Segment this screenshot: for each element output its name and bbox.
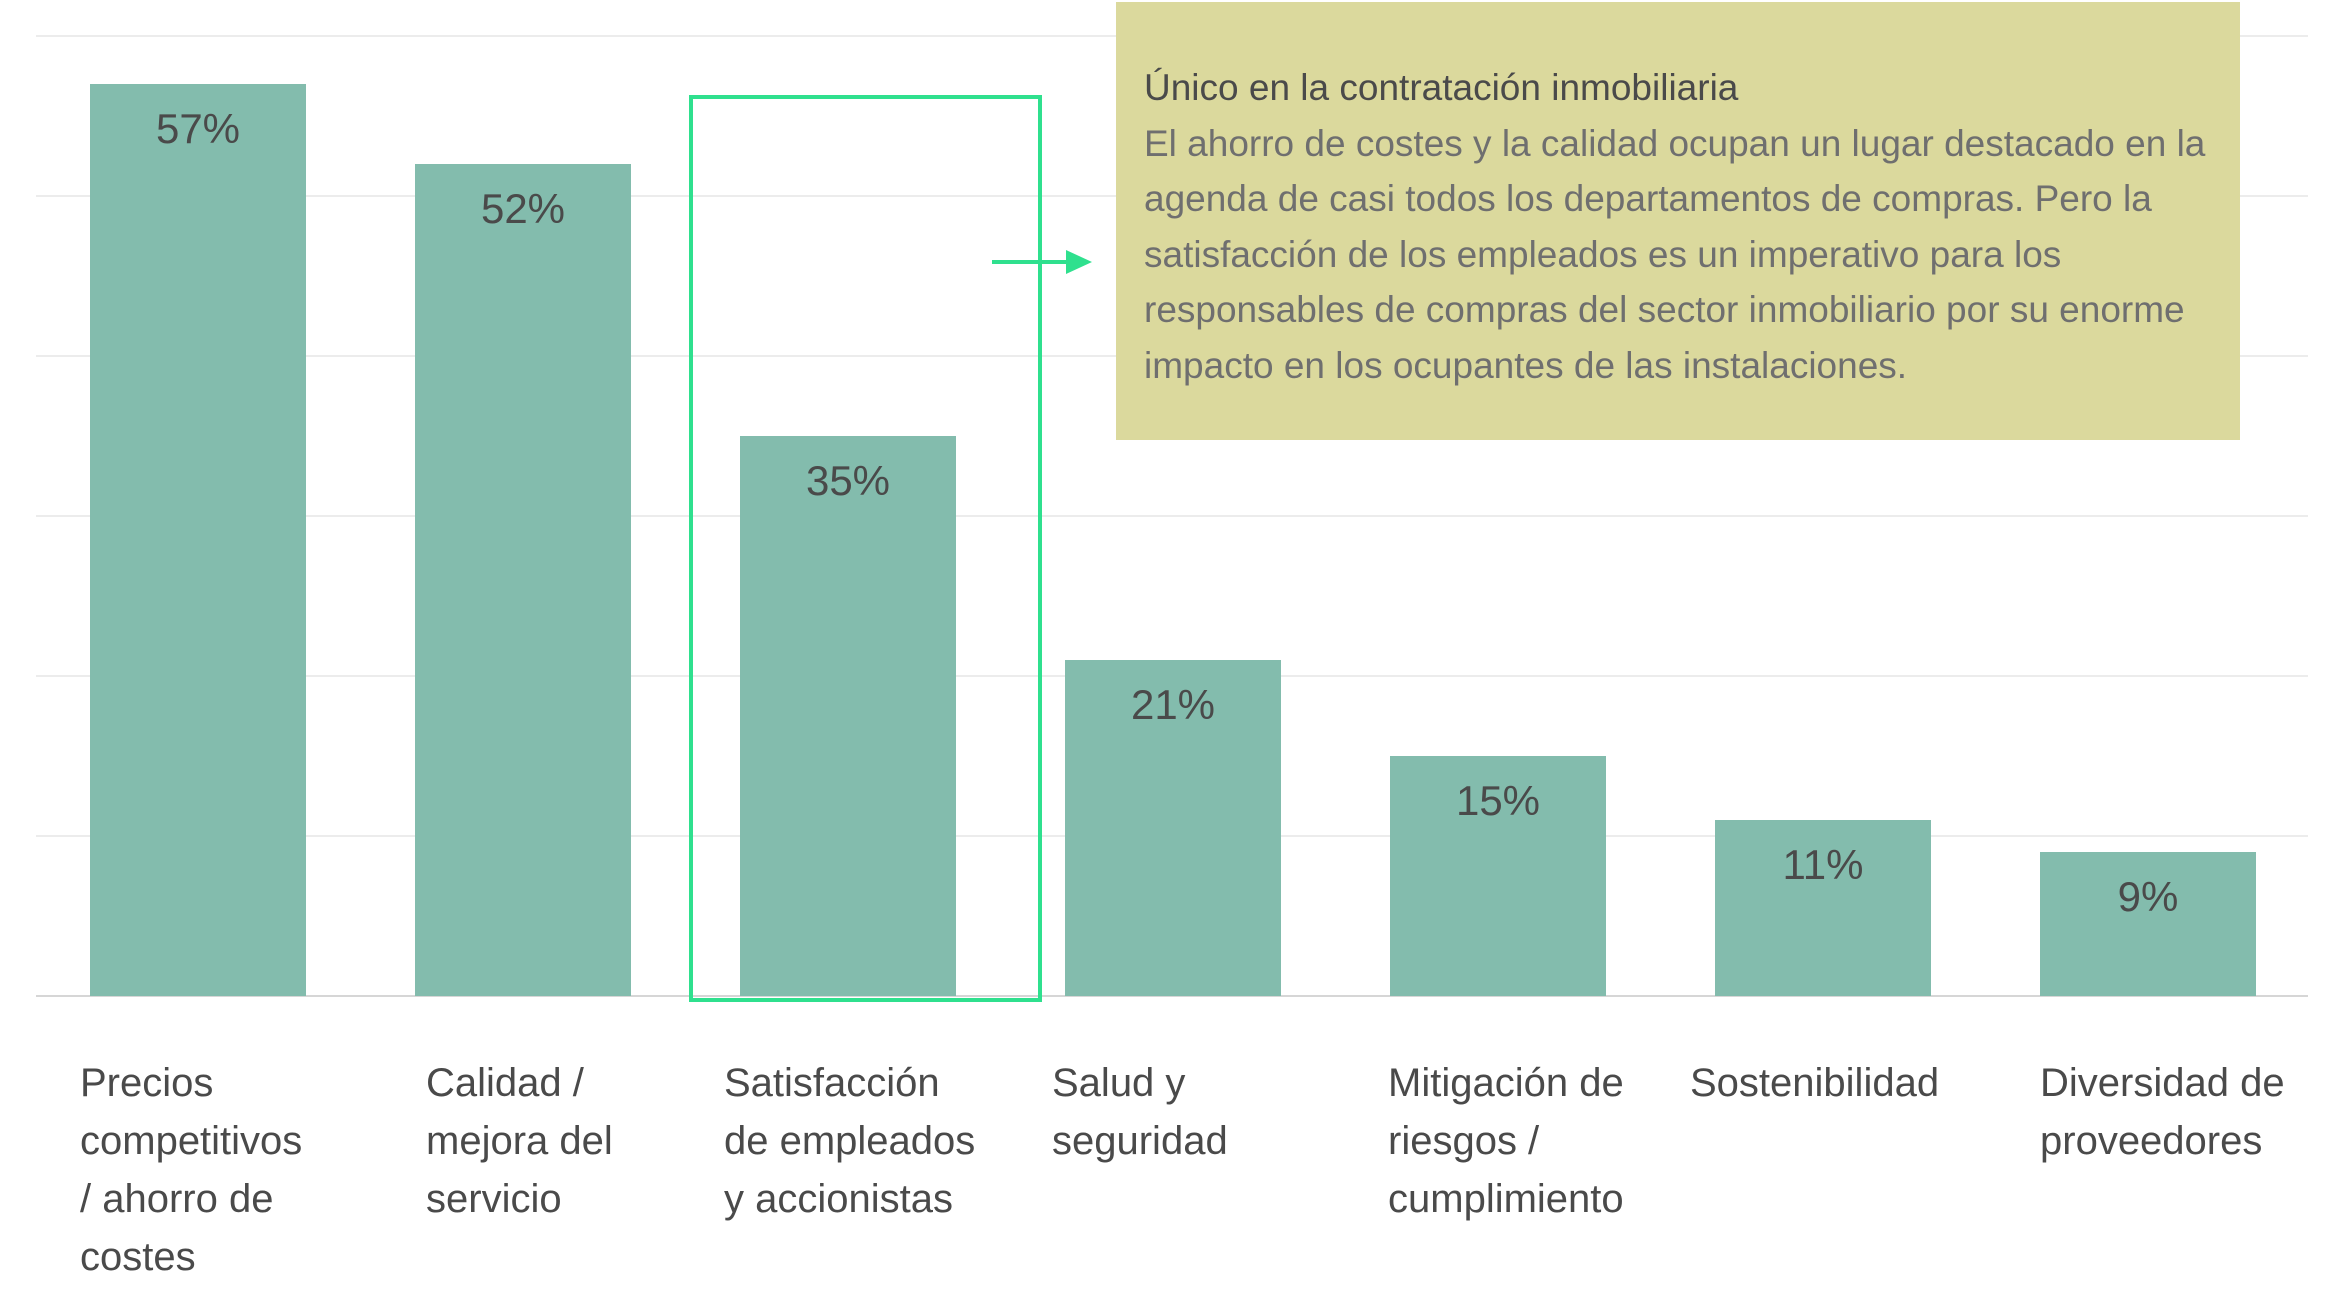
callout-text: El ahorro de costes y la calidad ocupan … <box>1144 122 2206 386</box>
x-tick-label: Diversidad de proveedores <box>2040 1061 2285 1163</box>
value-label: 35% <box>806 457 890 504</box>
bars <box>90 84 2256 996</box>
x-tick-label: Sostenibilidad <box>1690 1061 1940 1105</box>
bar <box>415 164 631 996</box>
value-label: 21% <box>1131 681 1215 728</box>
callout-title: Único en la contratación inmobiliaria <box>1144 67 1739 108</box>
x-tick-label: Precios competitivos / ahorro de costes <box>80 1061 303 1279</box>
value-label: 52% <box>481 185 565 232</box>
bar <box>1390 756 1606 996</box>
x-tick-label: Calidad / mejora del servicio <box>426 1061 613 1221</box>
value-label: 9% <box>2118 873 2179 920</box>
bar <box>740 436 956 996</box>
x-tick-label: Mitigación de riesgos / cumplimiento <box>1388 1061 1624 1221</box>
bar <box>1715 820 1931 996</box>
bar <box>2040 852 2256 996</box>
bar <box>90 84 306 996</box>
value-label: 15% <box>1456 777 1540 824</box>
callout-box: Único en la contratación inmobiliaria El… <box>1116 2 2240 440</box>
value-labels: 57% 52% 35% 21% 15% 11% 9% <box>156 105 2178 920</box>
bar <box>1065 660 1281 996</box>
value-label: 11% <box>1783 841 1864 888</box>
value-label: 57% <box>156 105 240 152</box>
highlight-box <box>689 95 1042 1002</box>
x-tick-label: Satisfacción de empleados y accionistas <box>724 1061 976 1221</box>
callout-arrow <box>992 250 1092 274</box>
x-tick-label: Salud y seguridad <box>1052 1061 1228 1163</box>
